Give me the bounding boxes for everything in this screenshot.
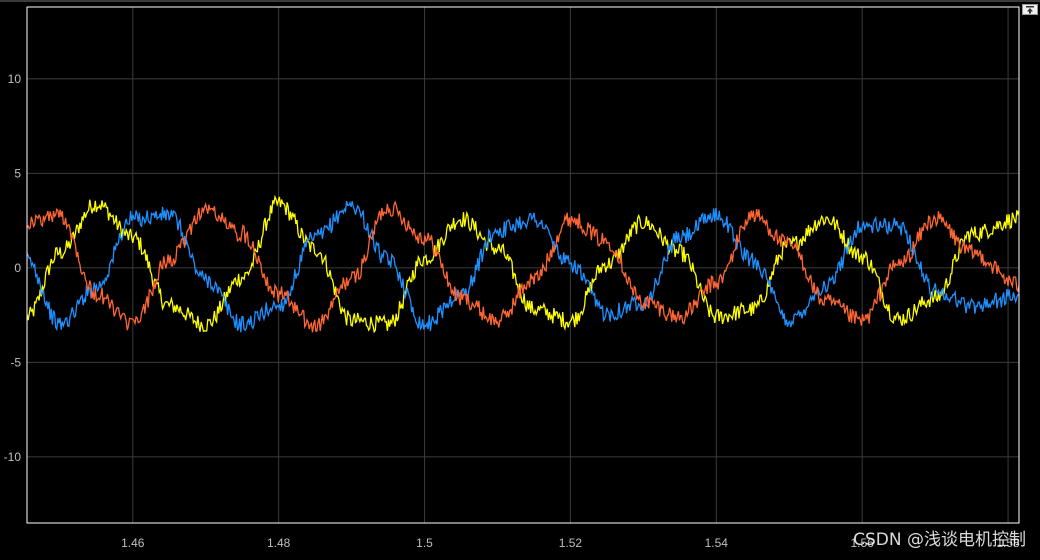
tick-labels: 1.46 1.48 1.5 1.52 1.54 1.56 1.58 10 5 0 -5 -10 [4, 72, 1020, 550]
y-tick-label: 0 [14, 261, 21, 275]
y-tick-label: 5 [14, 166, 21, 180]
x-tick-label: 1.48 [267, 536, 291, 550]
restore-axes-button[interactable] [1022, 4, 1038, 15]
x-tick-label: 1.58 [996, 536, 1020, 550]
series-line [26, 194, 1020, 334]
x-tick-label: 1.54 [705, 536, 729, 550]
y-tick-label: -10 [4, 450, 22, 464]
y-tick-label: 10 [8, 72, 22, 86]
series-line [26, 200, 1020, 333]
watermark-text: CSDN @浅谈电机控制 [853, 530, 1026, 550]
plot-area [27, 7, 1019, 523]
restore-axes-icon [1026, 6, 1034, 14]
x-tick-label: 1.56 [850, 536, 874, 550]
x-tick-label: 1.46 [121, 536, 145, 550]
series-line [26, 200, 1020, 333]
grid-lines [27, 7, 1019, 523]
x-tick-label: 1.52 [559, 536, 583, 550]
series-layer [26, 194, 1020, 334]
x-tick-label: 1.5 [416, 536, 433, 550]
y-tick-label: -5 [10, 355, 21, 369]
plot-border [26, 6, 1020, 524]
